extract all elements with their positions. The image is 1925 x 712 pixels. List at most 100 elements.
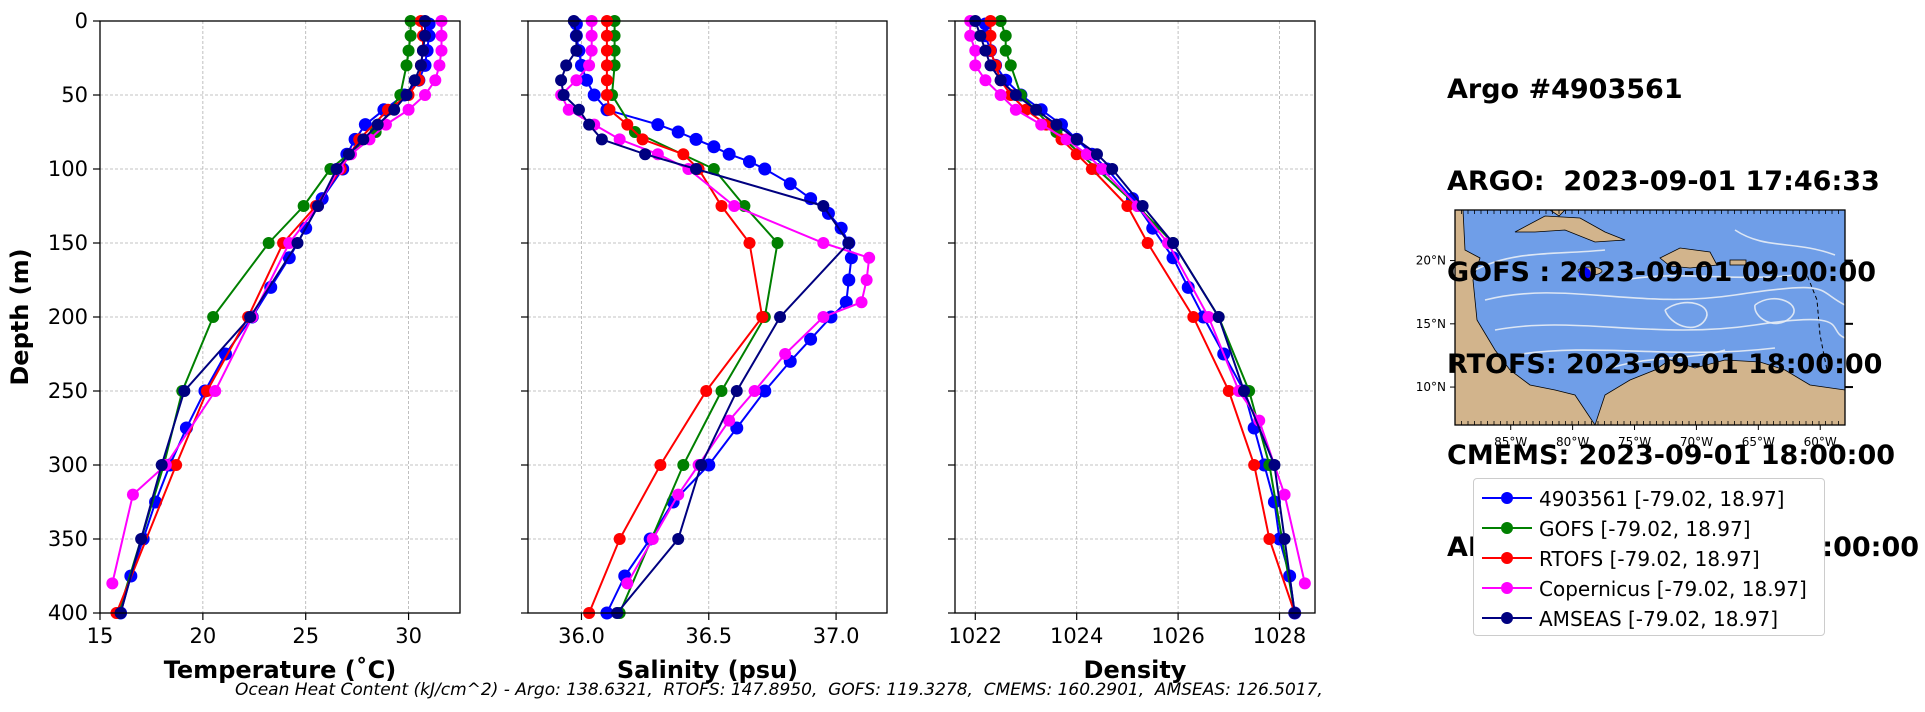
x-axis-label: Density <box>1084 656 1187 684</box>
data-point <box>297 200 310 212</box>
data-point <box>730 385 743 397</box>
current-streamline <box>1734 229 1836 256</box>
data-point <box>636 133 649 146</box>
data-point <box>408 74 421 87</box>
data-point <box>600 59 613 72</box>
current-streamline <box>1484 286 1845 306</box>
legend-entry: GOFS [-79.02, 18.97] <box>1474 514 1824 544</box>
data-point <box>200 385 213 397</box>
profile-panel-2: 36.0 36.5 37.0 Salinity (psu) <box>521 15 888 684</box>
data-point <box>994 74 1007 87</box>
data-point <box>817 200 830 212</box>
data-point <box>677 459 690 471</box>
data-point <box>562 103 575 116</box>
map-lon-label: 60°W <box>1804 435 1837 449</box>
map-lon-label: 75°W <box>1618 435 1651 449</box>
data-point <box>1106 163 1119 175</box>
data-point <box>1141 237 1154 249</box>
data-point <box>371 118 384 131</box>
land-central-america <box>1455 210 1596 425</box>
data-point <box>135 533 148 545</box>
x-tick-label: 36.5 <box>685 624 732 648</box>
legend-entry: 4903561 [-79.02, 18.97] <box>1474 484 1824 514</box>
data-point <box>1085 163 1098 175</box>
argo-float-marker <box>1578 267 1591 280</box>
data-point <box>672 533 685 545</box>
data-point <box>860 274 873 286</box>
map-lon-label: 85°W <box>1494 435 1527 449</box>
data-point <box>555 74 568 87</box>
map-content <box>1455 210 1845 425</box>
land-cuba <box>1514 215 1626 243</box>
map-lat-label: 20°N <box>1416 254 1446 268</box>
data-point <box>572 103 585 116</box>
current-streamline <box>1474 249 1606 271</box>
series-amseas <box>555 15 855 619</box>
data-point <box>1267 495 1281 509</box>
data-point <box>743 237 756 249</box>
data-point <box>1050 118 1063 131</box>
legend-label: RTOFS [-79.02, 18.97] <box>1539 547 1760 571</box>
data-point <box>155 459 168 471</box>
data-point <box>244 311 257 323</box>
data-point <box>435 29 448 42</box>
data-point <box>357 133 370 146</box>
legend-label: Copernicus [-79.02, 18.97] <box>1539 577 1807 601</box>
data-point <box>748 385 761 397</box>
data-point <box>613 133 626 146</box>
data-point <box>758 162 772 176</box>
data-point <box>1080 148 1093 161</box>
data-point <box>817 311 830 323</box>
data-point <box>1096 163 1109 175</box>
data-point <box>774 311 787 323</box>
axes-frame <box>99 20 461 614</box>
x-tick-label: 15 <box>87 624 114 648</box>
x-tick-label: 1026 <box>1151 624 1204 648</box>
data-point <box>583 118 596 131</box>
data-point <box>999 44 1012 57</box>
data-point <box>613 533 626 545</box>
data-point <box>1263 533 1276 545</box>
data-point <box>677 148 690 161</box>
x-tick-label: 36.0 <box>558 624 605 648</box>
data-point <box>651 118 665 132</box>
y-tick-label: 300 <box>48 453 88 477</box>
legend-entry: AMSEAS [-79.02, 18.97] <box>1474 604 1824 634</box>
data-point <box>600 89 613 101</box>
x-axis-label: Salinity (psu) <box>617 656 798 684</box>
profile-panel-3: 1022 1024 1026 1028 Density <box>948 15 1316 684</box>
data-point <box>1004 59 1017 72</box>
data-point <box>671 125 685 139</box>
data-point <box>600 44 613 57</box>
data-point <box>756 311 769 323</box>
data-point <box>834 221 848 235</box>
data-point <box>700 385 713 397</box>
x-axis-label: Temperature (˚C) <box>164 656 397 684</box>
data-point <box>672 488 685 501</box>
data-point <box>974 29 987 42</box>
data-point <box>419 89 432 101</box>
series-amseas <box>114 15 432 619</box>
data-point <box>979 74 992 87</box>
legend: 4903561 [-79.02, 18.97] GOFS [-79.02, 18… <box>1473 478 1825 636</box>
data-point <box>291 237 304 249</box>
map-lon-label: 65°W <box>1742 435 1775 449</box>
data-point <box>999 29 1012 42</box>
data-point <box>433 59 446 72</box>
data-point <box>209 385 222 397</box>
x-tick-label: 1022 <box>949 624 1002 648</box>
y-tick-label: 50 <box>61 83 88 107</box>
inset-map: 20°N 15°N 10°N 85°W 80°W 75°W 70°W 65°W 60°W <box>1416 209 1853 449</box>
data-point <box>728 200 741 212</box>
data-point <box>312 200 325 212</box>
data-point <box>621 118 634 131</box>
data-point <box>600 29 613 42</box>
data-point <box>1187 311 1200 323</box>
series-rtofs <box>583 15 769 619</box>
map-lon-label: 80°W <box>1556 435 1589 449</box>
axes-frame <box>527 20 888 614</box>
current-streamline <box>1664 301 1708 329</box>
data-point <box>400 59 413 72</box>
y-tick-label: 400 <box>48 601 88 625</box>
x-tick-label: 37.0 <box>813 624 860 648</box>
